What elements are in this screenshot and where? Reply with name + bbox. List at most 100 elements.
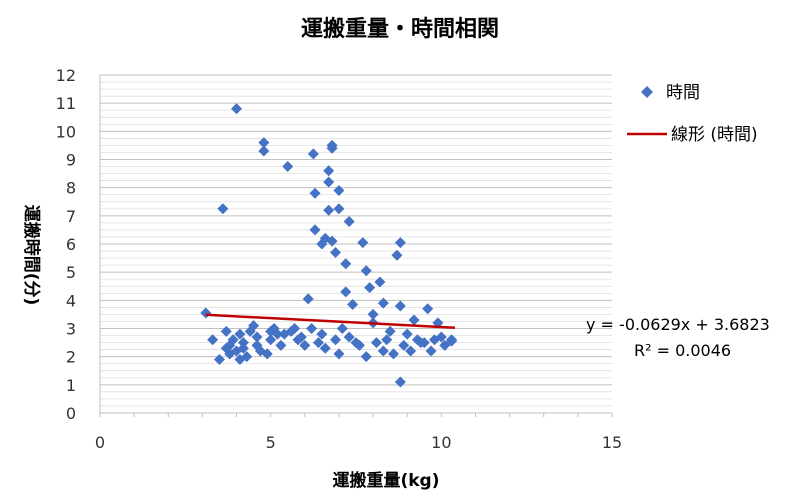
data-point — [408, 314, 420, 326]
data-point — [309, 187, 321, 199]
x-tick-label: 10 — [431, 433, 451, 452]
data-point — [278, 328, 290, 340]
r-squared: R² = 0.0046 — [634, 341, 731, 360]
data-point — [425, 345, 437, 357]
data-point — [330, 246, 342, 258]
data-point — [446, 334, 458, 346]
y-tick-label: 10 — [56, 122, 76, 141]
data-point — [377, 297, 389, 309]
data-point — [326, 142, 338, 154]
data-point — [323, 165, 335, 177]
data-point — [282, 161, 294, 173]
y-tick-label: 1 — [66, 376, 76, 395]
data-point — [251, 331, 263, 343]
y-axis-title: 運搬時間(分) — [21, 205, 42, 306]
data-point — [248, 320, 260, 332]
data-point — [340, 286, 352, 298]
data-point — [364, 282, 376, 294]
data-point — [289, 323, 301, 334]
data-point — [439, 339, 451, 351]
data-point — [316, 328, 328, 340]
y-tick-label: 6 — [66, 235, 76, 254]
data-point — [357, 237, 369, 249]
data-point — [422, 303, 434, 315]
data-point — [405, 345, 417, 357]
data-point — [340, 258, 352, 270]
data-point — [319, 342, 331, 354]
data-point — [370, 337, 382, 349]
data-point — [398, 339, 410, 351]
x-tick-label: 0 — [95, 433, 105, 452]
data-point — [401, 328, 413, 340]
data-point — [299, 339, 311, 351]
data-point — [265, 325, 277, 337]
data-point — [333, 203, 345, 215]
trend-equation: y = -0.0629x + 3.6823 — [586, 315, 770, 334]
data-point — [418, 337, 430, 349]
trendline — [205, 313, 456, 329]
data-point — [347, 299, 359, 311]
data-point — [429, 334, 441, 346]
data-point — [367, 308, 379, 320]
data-point — [207, 334, 219, 346]
data-point — [237, 342, 249, 354]
data-point — [258, 145, 270, 157]
data-point — [333, 348, 345, 360]
data-point — [275, 339, 287, 351]
data-point — [323, 204, 335, 216]
data-point — [326, 235, 338, 247]
data-point — [360, 265, 372, 277]
data-point — [265, 334, 277, 346]
y-tick-label: 0 — [66, 404, 76, 423]
data-point — [217, 203, 229, 215]
data-point — [343, 215, 355, 227]
data-point — [388, 348, 400, 360]
x-tick-label: 15 — [602, 433, 622, 452]
data-point — [220, 325, 232, 337]
data-point — [391, 249, 403, 261]
legend-marker-diamond — [641, 86, 653, 98]
legend: 時間 線形 (時間) — [627, 83, 758, 145]
y-tick-label: 8 — [66, 179, 76, 198]
y-tick-label: 2 — [66, 348, 76, 367]
data-point — [261, 348, 273, 360]
legend-label-series: 時間 — [666, 83, 700, 103]
data-points — [200, 103, 458, 388]
data-point — [231, 103, 243, 115]
y-tick-label: 9 — [66, 151, 76, 170]
data-point — [384, 325, 396, 337]
gridlines — [100, 74, 612, 414]
data-point — [309, 224, 321, 236]
data-point — [377, 345, 389, 357]
x-tick-label: 5 — [266, 433, 276, 452]
data-point — [302, 293, 314, 305]
data-point — [330, 334, 342, 346]
chart-title: 運搬重量・時間相関 — [301, 16, 499, 42]
trendline-path — [205, 313, 456, 329]
data-point — [295, 331, 307, 343]
data-point — [336, 323, 348, 334]
data-point — [237, 337, 249, 349]
x-tick-labels: 0 5 10 15 — [95, 433, 622, 452]
y-tick-label: 4 — [66, 291, 76, 310]
data-point — [381, 334, 393, 346]
data-point — [360, 351, 372, 363]
data-point — [394, 300, 406, 312]
y-tick-label: 12 — [56, 66, 76, 85]
data-point — [343, 331, 355, 343]
data-point — [234, 328, 246, 340]
y-tick-label: 5 — [66, 263, 76, 282]
data-point — [353, 339, 365, 351]
data-point — [213, 353, 225, 365]
data-point — [323, 176, 335, 188]
data-point — [394, 237, 406, 249]
data-point — [224, 339, 236, 351]
y-tick-label: 11 — [56, 94, 76, 113]
data-point — [306, 323, 318, 334]
legend-label-trend: 線形 (時間) — [671, 125, 758, 145]
data-point — [374, 276, 386, 288]
y-tick-label: 7 — [66, 207, 76, 226]
y-tick-label: 3 — [66, 320, 76, 339]
